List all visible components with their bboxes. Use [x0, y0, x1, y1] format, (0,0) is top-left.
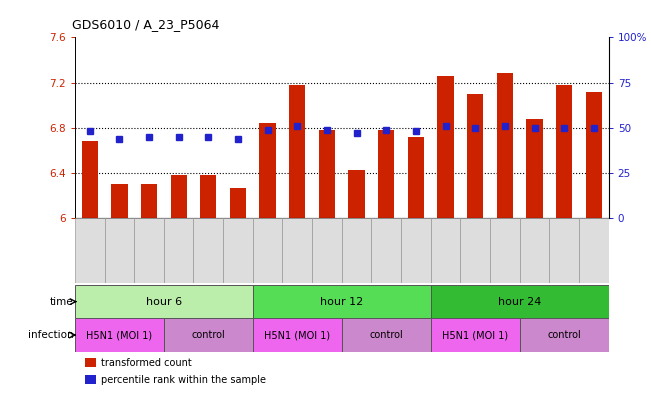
Bar [289, 85, 305, 218]
Bar [319, 130, 335, 218]
Bar [85, 375, 96, 384]
Bar [467, 94, 484, 218]
Bar [460, 218, 490, 283]
Text: percentile rank within the sample: percentile rank within the sample [101, 375, 266, 385]
Bar [378, 130, 395, 218]
Bar [431, 285, 609, 318]
Bar [260, 123, 276, 218]
Bar [586, 92, 602, 218]
Bar [75, 318, 164, 352]
Bar [200, 175, 217, 218]
Bar [372, 218, 401, 283]
Bar [223, 218, 253, 283]
Bar [519, 218, 549, 283]
Bar [348, 169, 365, 218]
Bar [431, 218, 460, 283]
Text: GDS6010 / A_23_P5064: GDS6010 / A_23_P5064 [72, 18, 219, 31]
Text: hour 12: hour 12 [320, 297, 363, 307]
Bar [342, 218, 372, 283]
Text: H5N1 (MOI 1): H5N1 (MOI 1) [442, 330, 508, 340]
Text: hour 24: hour 24 [498, 297, 542, 307]
Bar [408, 137, 424, 218]
Bar [497, 73, 513, 218]
Text: H5N1 (MOI 1): H5N1 (MOI 1) [87, 330, 152, 340]
Bar [171, 175, 187, 218]
Text: time: time [49, 297, 74, 307]
Bar [193, 218, 223, 283]
Bar [105, 218, 134, 283]
Bar [519, 318, 609, 352]
Bar [253, 318, 342, 352]
Bar [75, 218, 105, 283]
Text: H5N1 (MOI 1): H5N1 (MOI 1) [264, 330, 330, 340]
Bar [342, 318, 431, 352]
Text: control: control [191, 330, 225, 340]
Bar [437, 76, 454, 218]
Text: transformed count: transformed count [101, 358, 191, 368]
Bar [253, 285, 431, 318]
Bar [312, 218, 342, 283]
Bar [164, 318, 253, 352]
Bar [85, 358, 96, 367]
Bar [111, 184, 128, 218]
Bar [431, 318, 519, 352]
Text: hour 6: hour 6 [146, 297, 182, 307]
Bar [230, 187, 246, 218]
Bar [253, 218, 283, 283]
Bar [75, 285, 253, 318]
Bar [164, 218, 193, 283]
Bar [556, 85, 572, 218]
Bar [283, 218, 312, 283]
Bar [579, 218, 609, 283]
Text: infection: infection [28, 330, 74, 340]
Text: control: control [369, 330, 403, 340]
Bar [81, 141, 98, 218]
Bar [141, 184, 157, 218]
Bar [134, 218, 164, 283]
Bar [401, 218, 431, 283]
Bar [549, 218, 579, 283]
Bar [490, 218, 519, 283]
Text: control: control [547, 330, 581, 340]
Bar [527, 119, 543, 218]
